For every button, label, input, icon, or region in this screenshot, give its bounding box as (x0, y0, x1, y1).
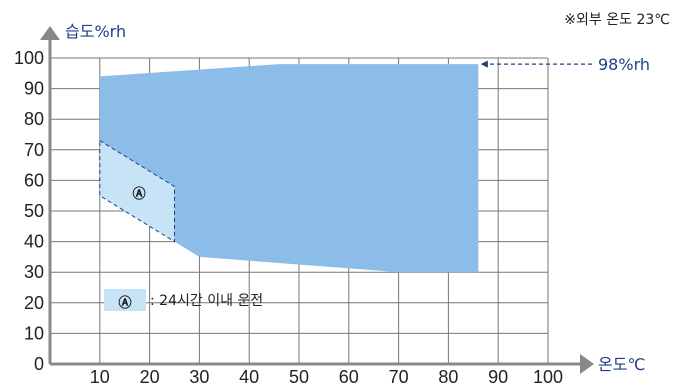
y-tick-label-100: 100 (14, 48, 44, 68)
annotations: 98%rh Ⓐ : 24시간 이내 운전 (104, 55, 650, 311)
y-axis-arrow-icon (40, 26, 60, 40)
x-axis-title: 온도℃ (598, 355, 645, 374)
x-tick-label-50: 50 (289, 367, 309, 385)
y-tick-label-80: 80 (24, 109, 44, 129)
axes (40, 26, 594, 374)
operating-regions: Ⓐ (99, 64, 479, 273)
legend-text: : 24시간 이내 운전 (150, 293, 263, 309)
x-tick-label-10: 10 (90, 367, 110, 385)
callout-label: 98%rh (598, 55, 650, 74)
x-tick-label-60: 60 (339, 367, 359, 385)
legend-swatch (104, 289, 146, 311)
x-tick-label-40: 40 (239, 367, 259, 385)
y-axis-title: 습도%rh (65, 22, 126, 41)
y-tick-label-60: 60 (24, 170, 44, 190)
y-tick-label-0: 0 (34, 354, 44, 374)
x-tick-label-70: 70 (389, 367, 409, 385)
x-tick-label-90: 90 (488, 367, 508, 385)
outside-temperature-note: ※외부 온도 23℃ (564, 12, 670, 28)
y-tick-label-40: 40 (24, 232, 44, 252)
region-continuous (99, 64, 479, 273)
y-tick-label-20: 20 (24, 293, 44, 313)
y-tick-label-10: 10 (24, 323, 44, 343)
x-tick-label-100: 100 (533, 367, 563, 385)
x-tick-label-20: 20 (140, 367, 160, 385)
region-a-marker: Ⓐ (133, 186, 146, 202)
y-tick-label-70: 70 (24, 140, 44, 160)
y-tick-label-50: 50 (24, 201, 44, 221)
tick-labels: 0 10 20 30 40 50 60 70 80 90 100 10 20 30 40 50 60 70 80 90… (14, 48, 563, 385)
y-tick-label-90: 90 (24, 79, 44, 99)
x-axis-arrow-icon (580, 354, 594, 374)
y-tick-label-30: 30 (24, 262, 44, 282)
region-A (99, 139, 175, 243)
x-tick-label-30: 30 (189, 367, 209, 385)
legend-marker: Ⓐ (118, 295, 131, 311)
x-tick-label-80: 80 (438, 367, 458, 385)
